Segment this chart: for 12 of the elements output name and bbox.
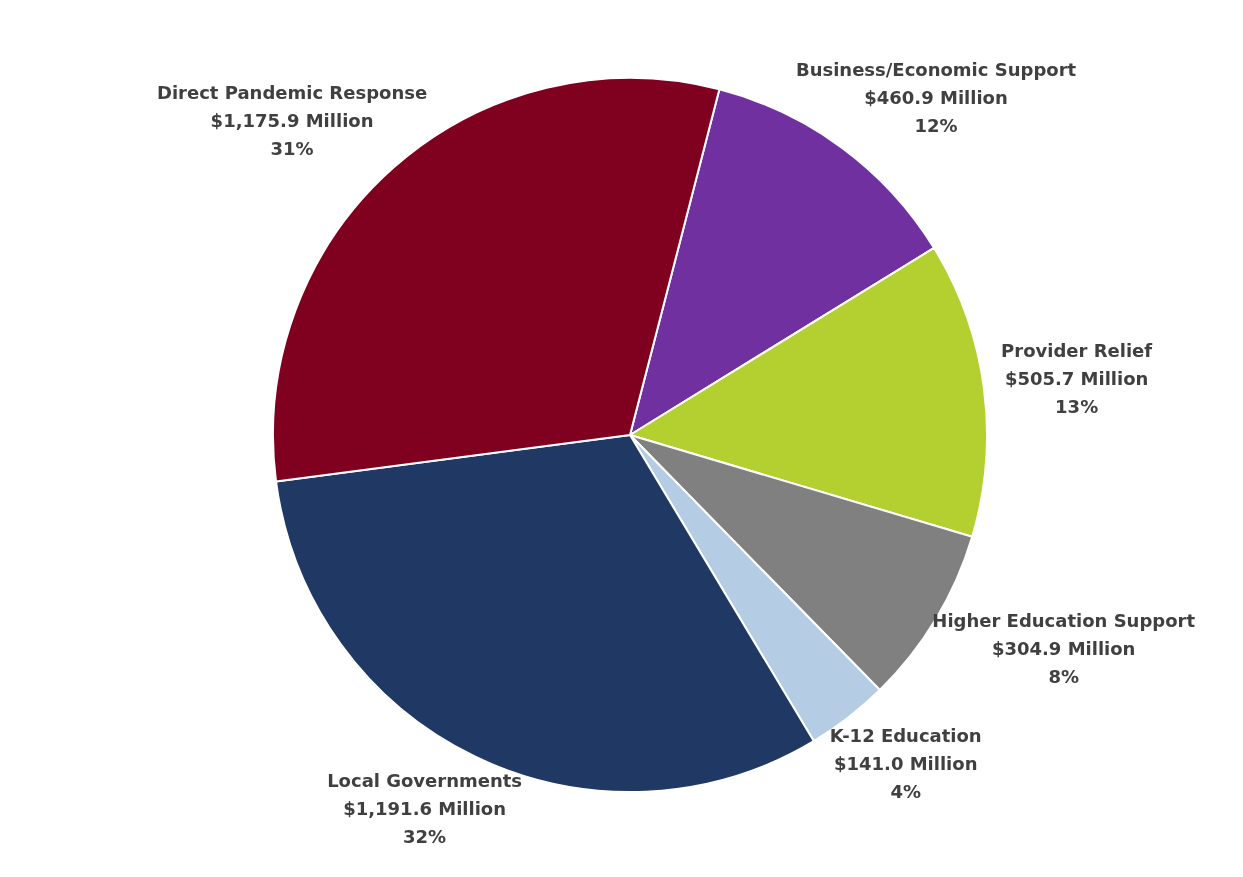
slice-label: K-12 Education xyxy=(829,724,982,746)
data-label: $1,191.6 Million 32% xyxy=(343,798,507,848)
data-label: $1,175.9 Million 31% xyxy=(210,110,374,160)
slice-label: Higher Education Support xyxy=(932,609,1196,631)
slice-label: Provider Relief xyxy=(1001,340,1153,362)
data-label: $505.7 Million 13% xyxy=(1004,368,1149,418)
data-label: $141.0 Million 4% xyxy=(833,752,978,802)
slice-label: Direct Pandemic Response xyxy=(156,82,428,104)
slice-label: Business/Economic Support xyxy=(795,59,1077,81)
data-label: $304.9 Million 8% xyxy=(991,637,1136,687)
data-label: $460.9 Million 12% xyxy=(864,87,1008,137)
slice-label: Local Governments xyxy=(327,770,523,792)
